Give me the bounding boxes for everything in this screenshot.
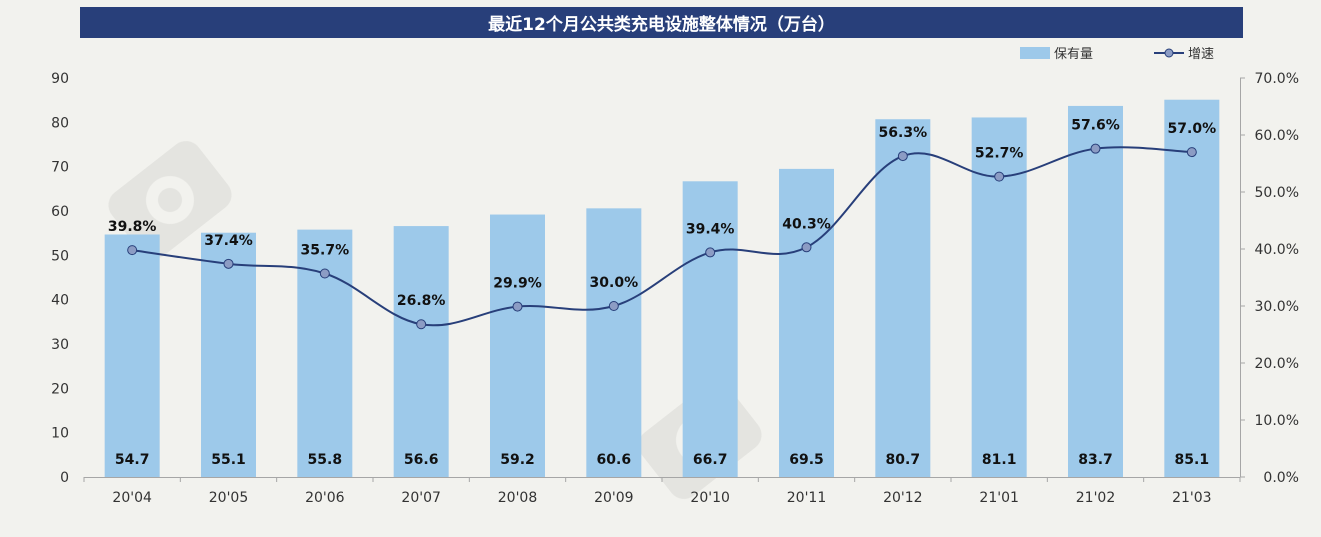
y-left-tick-label: 40	[51, 293, 69, 309]
growth-data-label: 56.3%	[879, 125, 928, 141]
growth-data-label: 39.8%	[108, 219, 157, 235]
growth-data-label: 39.4%	[686, 221, 735, 237]
bar-2	[297, 229, 353, 477]
bar-data-label: 55.8	[308, 452, 343, 468]
y-right-tick-label: 40.0%	[1255, 242, 1299, 258]
y-right-tick-label: 50.0%	[1255, 185, 1299, 201]
growth-data-label: 26.8%	[397, 293, 446, 309]
bar-7	[779, 168, 834, 477]
y-left-tick-label: 60	[51, 204, 69, 220]
x-tick-label: 21'01	[979, 490, 1018, 506]
growth-point-7	[801, 242, 812, 253]
growth-data-label: 29.9%	[493, 276, 542, 292]
y-left-tick-label: 0	[60, 470, 69, 486]
growth-point-4	[512, 301, 523, 312]
growth-point-8	[897, 151, 908, 162]
x-tick-label: 20'05	[209, 490, 248, 506]
bar-4	[490, 214, 545, 477]
y-left-tick-label: 20	[51, 381, 69, 397]
legend-label-bar: 保有量	[1054, 47, 1093, 62]
x-tick-label: 21'03	[1172, 490, 1211, 506]
growth-point-9	[994, 171, 1005, 182]
growth-point-0	[127, 245, 138, 256]
bar-data-label: 59.2	[500, 452, 535, 468]
bar-11	[1164, 99, 1220, 478]
growth-point-3	[416, 319, 427, 330]
chart-title: 最近12个月公共类充电设施整体情况（万台）	[80, 7, 1243, 38]
y-left-tick-label: 70	[51, 160, 69, 176]
y-right-tick-label: 30.0%	[1255, 299, 1299, 315]
bar-data-label: 69.5	[789, 452, 824, 468]
x-tick-label: 20'12	[883, 490, 922, 506]
y-right-tick-label: 70.0%	[1255, 71, 1299, 87]
line-layer	[127, 143, 1197, 330]
bar-data-label: 55.1	[211, 452, 246, 468]
bar-data-label: 83.7	[1078, 452, 1113, 468]
legend-swatch-bar	[1020, 47, 1050, 59]
bar-6	[682, 181, 738, 477]
legend-swatch-marker	[1164, 48, 1174, 58]
x-tick-label: 20'06	[305, 490, 345, 506]
x-tick-label: 20'04	[112, 490, 152, 506]
legend-label-line: 增速	[1188, 47, 1214, 62]
y-right-tick-label: 20.0%	[1255, 356, 1299, 372]
growth-point-6	[705, 247, 716, 258]
growth-data-label: 40.3%	[782, 216, 831, 232]
bar-data-label: 80.7	[886, 452, 921, 468]
growth-point-11	[1186, 147, 1197, 158]
growth-data-label: 37.4%	[204, 233, 253, 249]
growth-data-label: 52.7%	[975, 146, 1024, 162]
growth-data-label: 35.7%	[301, 243, 350, 259]
y-left-tick-label: 80	[51, 115, 69, 131]
bar-1	[201, 232, 256, 477]
bar-5	[586, 208, 642, 477]
x-tick-label: 20'10	[690, 490, 729, 506]
bar-data-label: 85.1	[1175, 452, 1210, 468]
growth-data-label: 57.0%	[1168, 121, 1217, 137]
y-left-tick-label: 50	[51, 248, 69, 264]
x-tick-label: 21'02	[1076, 490, 1115, 506]
axes-layer: 0 10 20 30 40 50 60 70 80 90 0.0% 10.0% 20.0% 30.0% 40…	[51, 71, 1299, 506]
growth-point-2	[319, 268, 330, 279]
y-right-tick-label: 10.0%	[1255, 413, 1299, 429]
bar-8	[875, 119, 931, 477]
x-tick-label: 20'11	[787, 490, 826, 506]
growth-data-label: 57.6%	[1071, 118, 1120, 134]
bar-data-label: 81.1	[982, 452, 1017, 468]
legend: 保有量 增速	[1020, 47, 1214, 62]
bar-data-label: 56.6	[404, 452, 439, 468]
bar-10	[1068, 105, 1123, 478]
y-left-tick-label: 10	[51, 426, 69, 442]
bar-data-label: 60.6	[597, 452, 632, 468]
growth-line	[132, 146, 1192, 327]
bar-3	[393, 226, 449, 477]
x-tick-label: 20'08	[498, 490, 537, 506]
growth-data-label: 30.0%	[590, 275, 639, 291]
growth-point-5	[608, 301, 619, 311]
y-left-tick-label: 90	[51, 71, 69, 87]
bar-data-label: 66.7	[693, 452, 728, 468]
bar-data-label: 54.7	[115, 452, 150, 468]
growth-point-1	[223, 258, 234, 269]
x-tick-label: 20'09	[594, 490, 633, 506]
y-right-tick-label: 0.0%	[1263, 470, 1299, 486]
x-tick-label: 20'07	[401, 490, 440, 506]
watermark-logo-left	[108, 141, 232, 259]
bars-layer	[104, 99, 1220, 478]
y-right-tick-label: 60.0%	[1255, 128, 1299, 144]
labels-layer: 39.8% 37.4% 35.7% 26.8% 29.9% 30.0% 39.4% 40.3%…	[108, 118, 1216, 468]
y-left-tick-label: 30	[51, 337, 69, 353]
bar-0	[104, 234, 160, 477]
growth-point-10	[1090, 143, 1101, 154]
bar-9	[971, 117, 1027, 477]
